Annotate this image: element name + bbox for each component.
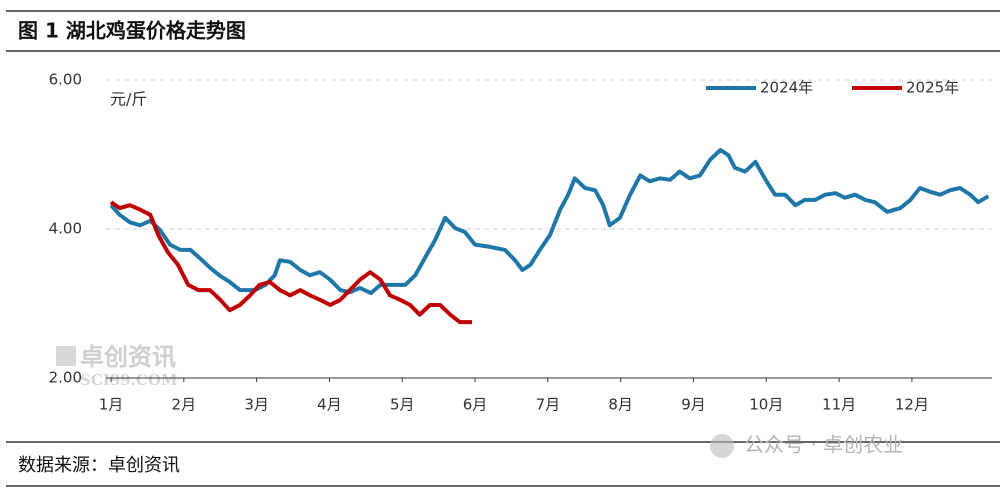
y-tick-label: 4.00 [49,220,82,238]
x-tick-label: 1月 [99,396,124,414]
line-series [109,148,990,296]
x-tick-label: 2月 [172,396,197,414]
x-tick-label: 10月 [749,396,783,414]
x-tick-label: 8月 [608,396,633,414]
y-unit: 元/斤 [110,90,147,109]
x-tick-label: 6月 [463,396,488,414]
chart-title: 图 1 湖北鸡蛋价格走势图 [18,19,246,43]
x-tick-label: 12月 [895,396,929,414]
y-tick-label: 6.00 [49,71,82,89]
legend-label: 2025年 [906,79,959,97]
source-note: 数据来源：卓创资讯 [18,455,180,476]
x-tick-label: 3月 [244,396,269,414]
line-series [109,200,473,325]
watermark: 公众号 · 卓创农业 [744,433,903,457]
watermark-logo [56,346,76,366]
x-tick-label: 9月 [681,396,706,414]
watermark: SCI99.COM [80,371,178,389]
watermark: 卓创资讯 [80,343,176,371]
x-tick-label: 4月 [317,396,342,414]
x-tick-label: 5月 [390,396,415,414]
x-tick-label: 11月 [822,396,856,414]
watermark-icon [710,434,734,458]
legend-label: 2024年 [760,79,813,97]
y-tick-label: 2.00 [49,369,82,387]
x-tick-label: 7月 [536,396,561,414]
